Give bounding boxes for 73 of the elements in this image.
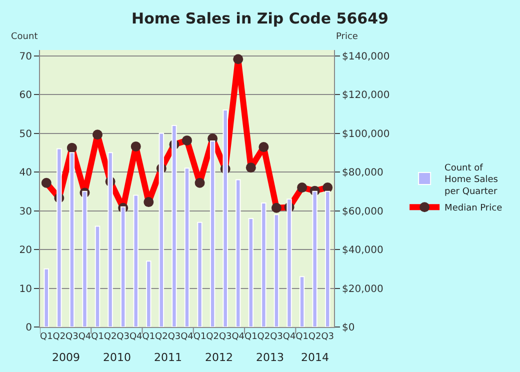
y2-tick-label: $20,000 [342,284,384,295]
y2-tick-label: $140,000 [342,51,390,62]
bar [172,125,177,327]
bar [286,198,292,327]
x-tick-label: Q1 [193,332,206,342]
bar [158,132,164,327]
bar [274,214,280,327]
y-tick-label: 0 [26,322,32,334]
x-tick-label: Q3 [168,332,181,342]
x-tick-label: Q2 [308,332,322,342]
bar [312,190,318,327]
y-tick-label: 20 [19,245,32,256]
x-tick-label: Q3 [321,332,334,342]
text: 2010 [103,351,131,364]
bar [82,190,88,327]
bar [44,268,49,327]
text: 2011 [154,351,182,364]
x-tick-label: Q4 [232,332,245,342]
bar [133,194,138,327]
x-tick-label: Q3 [66,332,78,342]
bar [197,222,202,327]
x-tick-label: Q2 [206,332,219,342]
text: 2012 [205,351,233,364]
y-tick-label: 10 [19,284,32,295]
text: 2013 [256,351,284,364]
y-tick-label: 40 [19,168,32,179]
bar [236,179,241,327]
bar [248,218,254,327]
bar [210,140,216,327]
bar [222,110,228,327]
x-tick-label: Q2 [155,332,168,342]
y-tick-label: 30 [19,206,32,218]
y2-tick-label: $40,000 [342,245,384,256]
x-tick-label: Q4 [129,332,143,342]
bar [184,168,190,327]
y2-tick-label: $120,000 [342,90,390,102]
x-tick-label: Q2 [257,332,270,342]
y-axis-title: Count [11,32,38,42]
legend-label: Count of Home Sales per Quarter [444,163,498,197]
x-tick-label: Q4 [282,332,296,342]
x-tick-label: Q1 [296,332,308,342]
y2-axis-title: Price [336,32,358,42]
x-tick-label: Q4 [78,332,92,342]
chart-title: Home Sales in Zip Code 56649 [132,10,388,28]
text: 2009 [52,351,80,364]
text: 2014 [301,351,329,364]
x-tick-label: Q1 [142,332,156,342]
y2-tick-label: $100,000 [342,128,390,140]
bar [56,148,62,327]
bar [120,206,126,327]
x-tick-label: Q3 [116,332,130,342]
bar [108,152,113,327]
x-tick-label: Q2 [52,332,66,342]
bar [69,152,75,327]
bar [261,202,266,327]
x-tick-label: Q2 [104,332,117,342]
x-tick-label: Q1 [40,332,53,342]
y2-tick-label: $60,000 [342,206,384,218]
x-tick-label: Q1 [91,332,104,342]
y2-tick-label: $0 [342,322,355,334]
y-tick-label: 50 [19,128,32,140]
bar [94,226,100,327]
bar [146,260,152,327]
legend-label: Median Price [444,204,503,214]
bar [325,190,330,327]
x-tick-label: Q3 [270,332,283,342]
x-tick-label: Q1 [244,332,258,342]
bar [299,276,305,327]
y-tick-label: 60 [19,90,32,102]
x-tick-label: Q4 [180,332,194,342]
x-tick-label: Q3 [218,332,232,342]
y-tick-label: 70 [19,51,32,62]
y2-tick-label: $80,000 [342,168,384,179]
